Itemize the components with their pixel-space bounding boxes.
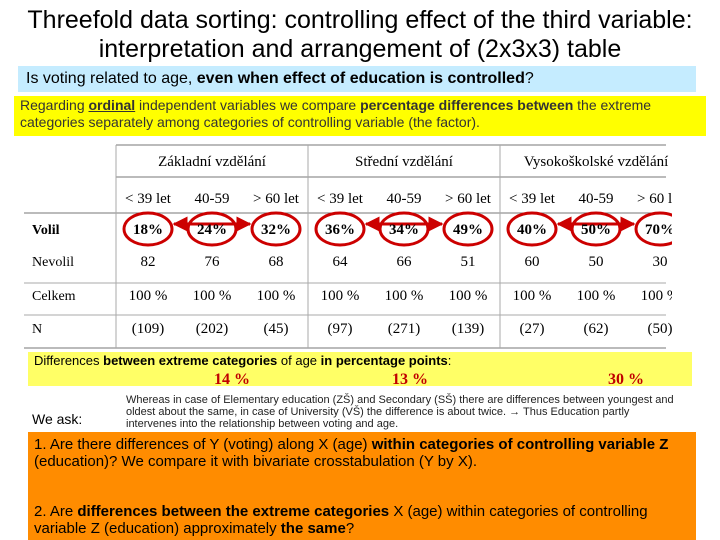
table-cell: 100 % <box>385 288 424 304</box>
highlight-ellipse <box>506 211 558 247</box>
table-cell: 70% <box>645 222 672 238</box>
table-cell: (50) <box>648 321 673 337</box>
table-cell: 100 % <box>193 288 232 304</box>
table-cell: (62) <box>584 321 609 337</box>
regarding-ordinal: ordinal <box>88 97 136 113</box>
highlight-ellipse <box>634 211 672 247</box>
table-cell: 51 <box>461 254 476 270</box>
table-cell: 36% <box>325 222 355 238</box>
difference-value-university: 30 % <box>608 371 644 388</box>
differences-band <box>28 352 692 386</box>
table-cell: 100 % <box>513 288 552 304</box>
table-cell: 60 <box>525 254 540 270</box>
table-cell: 68 <box>269 254 284 270</box>
q2-text-3: X (age) within categories of controlling… <box>34 503 648 537</box>
table-cell: (271) <box>388 321 421 337</box>
row-label: Volil <box>32 223 60 238</box>
highlight-ellipse <box>378 211 430 247</box>
table-cell: 100 % <box>129 288 168 304</box>
diff-text-3: of age <box>277 353 321 368</box>
regarding-bold: percentage differences between <box>360 97 574 113</box>
diff-bold-1: between extreme categories <box>103 353 278 368</box>
question-suffix: ? <box>524 70 534 87</box>
age-column-header: 40-59 <box>195 191 230 207</box>
regarding-text-1: Regarding <box>20 97 89 113</box>
table-cell: (27) <box>520 321 545 337</box>
highlight-ellipse <box>122 211 174 247</box>
q2-bold-1: differences between the extreme categori… <box>77 503 390 520</box>
highlight-ellipse <box>250 211 302 247</box>
whereas-note: Whereas in case of Elementary education … <box>122 392 682 432</box>
table-cell: (202) <box>196 321 229 337</box>
diff-bold-2: in percentage points <box>320 353 448 368</box>
age-column-header: < 39 let <box>317 191 364 207</box>
age-column-header: > 60 let <box>253 191 300 207</box>
age-column-header: > 60 let <box>445 191 492 207</box>
we-ask-label: We ask: <box>32 411 83 427</box>
q1-text-3: (education)? We compare it with bivariat… <box>34 453 477 470</box>
table-cell: 50 <box>589 254 604 270</box>
regarding-text-3: independent variables we compare <box>135 97 361 113</box>
age-column-header: 40-59 <box>387 191 422 207</box>
table-cell: 100 % <box>257 288 296 304</box>
table-cell: 100 % <box>577 288 616 304</box>
table-cell: 24% <box>197 222 227 238</box>
table-cell: 76 <box>205 254 221 270</box>
age-column-header: > 60 let <box>637 191 672 207</box>
differences-label: Differences between extreme categories o… <box>34 352 451 370</box>
diff-text-1: Differences <box>34 353 104 368</box>
table-cell: 100 % <box>321 288 360 304</box>
row-label: Celkem <box>32 289 76 304</box>
education-group-header: Vysokoškolské vzdělání <box>524 154 669 170</box>
table-cell: 32% <box>261 222 291 238</box>
table-cell: 34% <box>389 222 419 238</box>
regarding-text-5: the extreme categories separately among … <box>20 97 652 130</box>
highlight-ellipse <box>442 211 494 247</box>
table-cell: 49% <box>453 222 483 238</box>
table-cell: (139) <box>452 321 485 337</box>
difference-value-secondary: 13 % <box>392 371 428 388</box>
question-banner: Is voting related to age, even when effe… <box>18 66 696 92</box>
age-column-header: < 39 let <box>125 191 172 207</box>
education-group-header: Střední vzdělání <box>355 154 453 170</box>
table-cell: 82 <box>141 254 156 270</box>
questions-panel <box>28 432 696 540</box>
education-group-header: Základní vzdělání <box>158 154 266 170</box>
page-title: Threefold data sorting: controlling effe… <box>27 6 693 63</box>
table-cell: 40% <box>517 222 547 238</box>
question-1: 1. Are there differences of Y (voting) a… <box>34 436 694 470</box>
q1-text-1: 1. Are there differences of Y (voting) a… <box>34 436 372 453</box>
table-cell: 64 <box>333 254 349 270</box>
table-cell: (109) <box>132 321 165 337</box>
difference-value-elementary: 14 % <box>214 371 250 388</box>
diff-text-5: : <box>447 353 452 368</box>
question-prefix: Is voting related to age, <box>26 70 197 87</box>
row-label: Nevolil <box>32 255 74 270</box>
table-cell: (97) <box>328 321 353 337</box>
age-column-header: < 39 let <box>509 191 556 207</box>
crosstab-table: Základní vzdělání Střední vzdělání Vysokoš… <box>24 144 673 349</box>
q2-text-5: ? <box>345 520 355 537</box>
q1-bold: within categories of controlling variabl… <box>371 436 669 453</box>
table-cell: 18% <box>133 222 163 238</box>
highlight-ellipse <box>186 211 238 247</box>
table-cell: 30 <box>653 254 668 270</box>
table-cell: 66 <box>397 254 413 270</box>
table-cell: 100 % <box>449 288 488 304</box>
table-cell: 50% <box>581 222 611 238</box>
table-cell: (45) <box>264 321 289 337</box>
table-cell: 100 % <box>641 288 672 304</box>
question-2: 2. Are differences between the extreme c… <box>34 503 694 537</box>
age-column-header: 40-59 <box>579 191 614 207</box>
q2-bold-2: the same <box>280 520 346 537</box>
highlight-ellipse <box>570 211 622 247</box>
question-bold: even when effect of education is control… <box>196 70 525 87</box>
q2-text-1: 2. Are <box>34 503 78 520</box>
regarding-note: Regarding ordinal independent variables … <box>14 96 706 136</box>
highlight-ellipse <box>314 211 366 247</box>
row-label: N <box>32 322 42 337</box>
